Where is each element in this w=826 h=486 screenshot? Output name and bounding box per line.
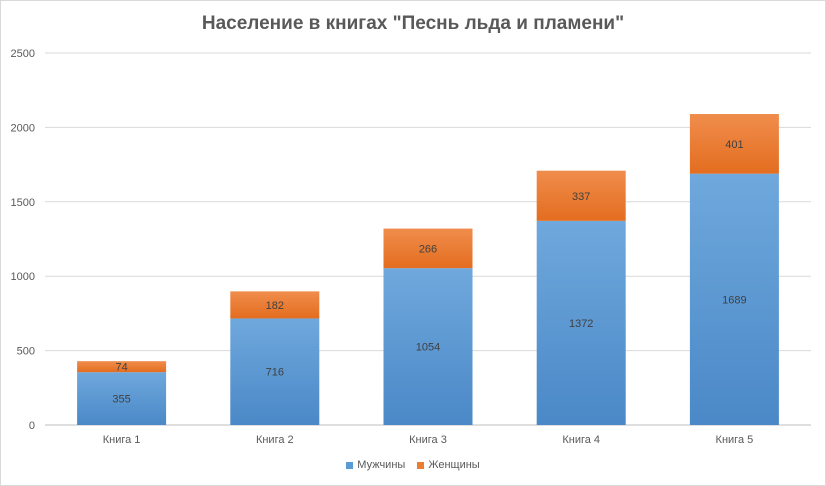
legend: Мужчины Женщины bbox=[1, 459, 825, 471]
legend-item-women: Женщины bbox=[417, 459, 480, 471]
y-tick-label: 1000 bbox=[11, 271, 35, 283]
data-label: 716 bbox=[266, 367, 284, 379]
bar-women-book-1 bbox=[77, 361, 167, 373]
bar-women-book-4 bbox=[536, 170, 626, 221]
bar-women-book-2 bbox=[230, 291, 320, 319]
x-tick-label: Книга 4 bbox=[562, 434, 600, 446]
data-label: 1054 bbox=[416, 342, 440, 354]
x-axis-ticks: Книга 1 Книга 2 Книга 3 Книга 4 Книга 5 bbox=[103, 434, 754, 446]
x-tick-label: Книга 5 bbox=[716, 434, 754, 446]
chart-title: Население в книгах "Песнь льда и пламени… bbox=[201, 13, 625, 34]
x-tick-label: Книга 2 bbox=[256, 434, 294, 446]
y-tick-label: 500 bbox=[17, 346, 35, 358]
data-label: 182 bbox=[266, 300, 284, 312]
y-tick-label: 0 bbox=[29, 420, 35, 432]
data-label: 337 bbox=[572, 191, 590, 203]
legend-swatch bbox=[417, 461, 425, 469]
bar-men-book-4 bbox=[536, 220, 626, 425]
data-label: 355 bbox=[112, 394, 130, 406]
legend-item-men: Мужчины bbox=[346, 459, 405, 471]
x-tick-label: Книга 1 bbox=[103, 434, 141, 446]
data-labels: 355 74 716 182 1054 266 1372 337 1689 401 bbox=[112, 139, 746, 406]
x-tick-label: Книга 3 bbox=[409, 434, 447, 446]
legend-swatch bbox=[346, 461, 354, 469]
bar-men-book-1 bbox=[77, 372, 167, 425]
bar-men-book-5 bbox=[689, 173, 779, 425]
bar-men-book-3 bbox=[383, 268, 473, 425]
data-label: 266 bbox=[419, 243, 437, 255]
data-label: 401 bbox=[725, 139, 743, 151]
y-tick-label: 2000 bbox=[11, 122, 35, 134]
legend-label: Мужчины bbox=[357, 459, 406, 471]
y-axis-ticks: 0 500 1000 1500 2000 2500 bbox=[11, 48, 35, 432]
y-tick-label: 1500 bbox=[11, 197, 35, 209]
data-label: 1372 bbox=[569, 318, 593, 330]
bars bbox=[77, 114, 779, 425]
legend-label: Женщины bbox=[428, 459, 480, 471]
bar-women-book-5 bbox=[689, 114, 779, 174]
bar-women-book-3 bbox=[383, 228, 473, 269]
y-tick-label: 2500 bbox=[11, 48, 35, 60]
data-label: 1689 bbox=[722, 294, 746, 306]
data-label: 74 bbox=[115, 362, 127, 374]
bar-men-book-2 bbox=[230, 318, 320, 425]
